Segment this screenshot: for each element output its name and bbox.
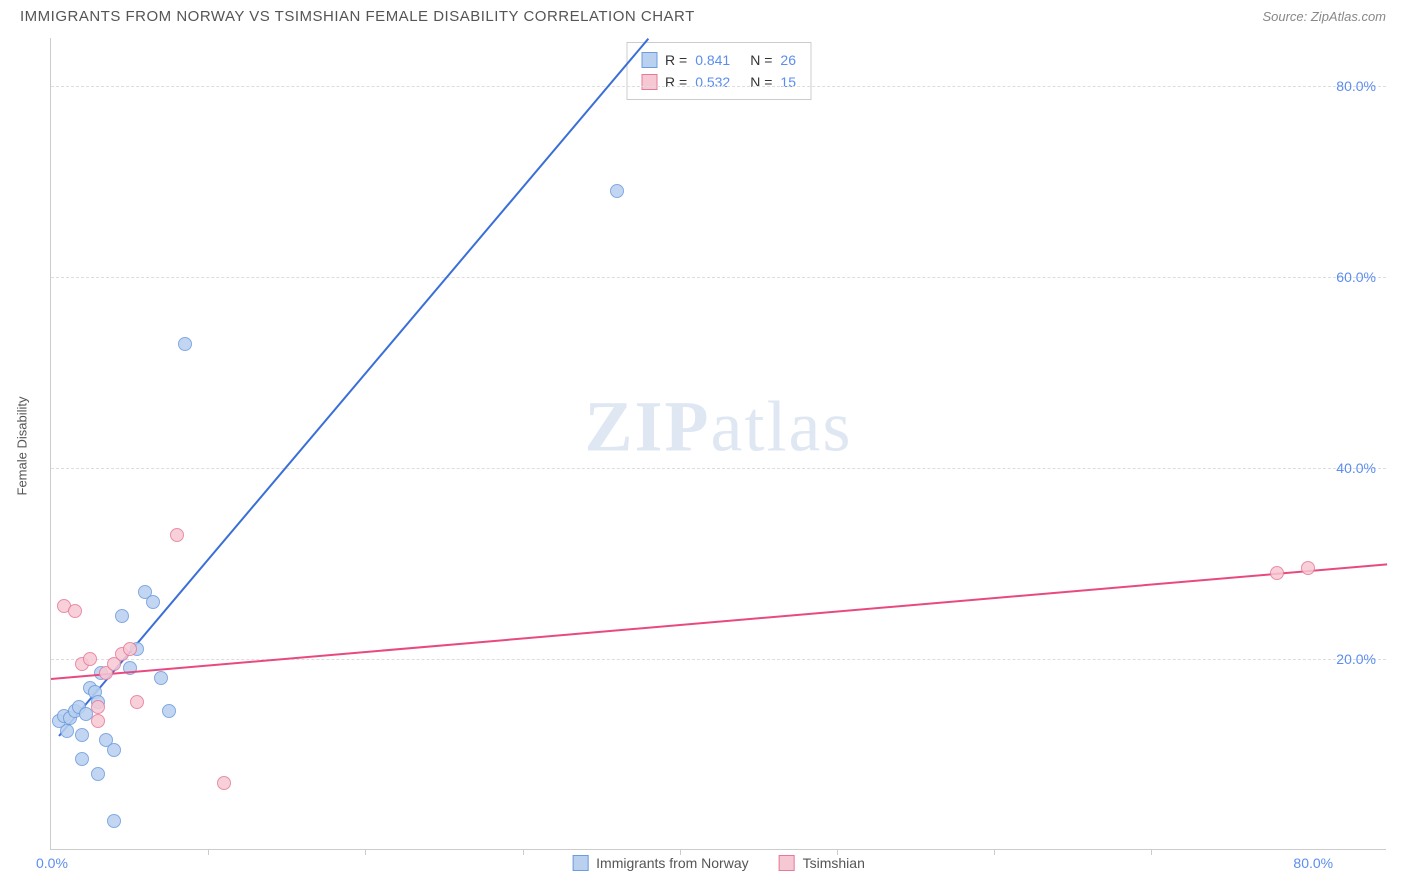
legend-swatch <box>779 855 795 871</box>
data-point <box>107 743 121 757</box>
chart-area: ZIPatlas R =0.841N =26R =0.532N =15 Immi… <box>50 38 1386 850</box>
data-point <box>123 642 137 656</box>
y-tick-label: 20.0% <box>1336 651 1376 667</box>
series-name: Immigrants from Norway <box>596 855 748 871</box>
legend-swatch <box>572 855 588 871</box>
gridline <box>51 86 1386 87</box>
watermark-light: atlas <box>711 387 853 467</box>
x-tick-label: 0.0% <box>36 855 68 871</box>
series-legend: Immigrants from Norway Tsimshian <box>572 855 865 871</box>
gridline <box>51 277 1386 278</box>
data-point <box>170 528 184 542</box>
data-point <box>68 604 82 618</box>
legend-swatch <box>641 74 657 90</box>
x-tick-mark <box>837 849 838 855</box>
gridline <box>51 468 1386 469</box>
data-point <box>107 814 121 828</box>
x-tick-mark <box>994 849 995 855</box>
r-label: R = <box>665 49 687 71</box>
plot-region: ZIPatlas R =0.841N =26R =0.532N =15 Immi… <box>50 38 1386 850</box>
x-tick-mark <box>208 849 209 855</box>
x-tick-mark <box>1151 849 1152 855</box>
data-point <box>610 184 624 198</box>
r-value: 0.532 <box>695 71 730 93</box>
y-tick-label: 80.0% <box>1336 78 1376 94</box>
data-point <box>162 704 176 718</box>
data-point <box>217 776 231 790</box>
source-label: Source: ZipAtlas.com <box>1262 9 1386 24</box>
data-point <box>1301 561 1315 575</box>
trend-line <box>51 563 1387 680</box>
x-tick-mark <box>680 849 681 855</box>
legend-swatch <box>641 52 657 68</box>
stats-legend-row: R = 0.532 N = 15 <box>641 71 796 93</box>
data-point <box>115 609 129 623</box>
data-point <box>60 724 74 738</box>
chart-title: IMMIGRANTS FROM NORWAY VS TSIMSHIAN FEMA… <box>20 8 695 25</box>
n-label: N = <box>750 49 772 71</box>
data-point <box>146 595 160 609</box>
data-point <box>83 652 97 666</box>
data-point <box>154 671 168 685</box>
n-label: N = <box>750 71 772 93</box>
data-point <box>1270 566 1284 580</box>
series-legend-item: Immigrants from Norway <box>572 855 748 871</box>
series-name: Tsimshian <box>803 855 865 871</box>
watermark: ZIPatlas <box>585 386 853 469</box>
y-tick-label: 40.0% <box>1336 460 1376 476</box>
x-tick-mark <box>523 849 524 855</box>
data-point <box>91 700 105 714</box>
data-point <box>75 728 89 742</box>
data-point <box>178 337 192 351</box>
watermark-bold: ZIP <box>585 387 711 467</box>
x-tick-label: 80.0% <box>1293 855 1333 871</box>
series-legend-item: Tsimshian <box>779 855 865 871</box>
trend-line <box>58 38 649 737</box>
x-tick-mark <box>365 849 366 855</box>
y-tick-label: 60.0% <box>1336 269 1376 285</box>
n-value: 15 <box>780 71 796 93</box>
data-point <box>91 714 105 728</box>
r-value: 0.841 <box>695 49 730 71</box>
stats-legend: R = 0.841 N = 26 R = 0.532 N = 15 <box>626 42 811 100</box>
data-point <box>75 752 89 766</box>
stats-legend-row: R = 0.841 N = 26 <box>641 49 796 71</box>
data-point <box>91 767 105 781</box>
r-label: R = <box>665 71 687 93</box>
n-value: 26 <box>780 49 796 71</box>
y-axis-label: Female Disability <box>15 397 30 496</box>
data-point <box>130 695 144 709</box>
